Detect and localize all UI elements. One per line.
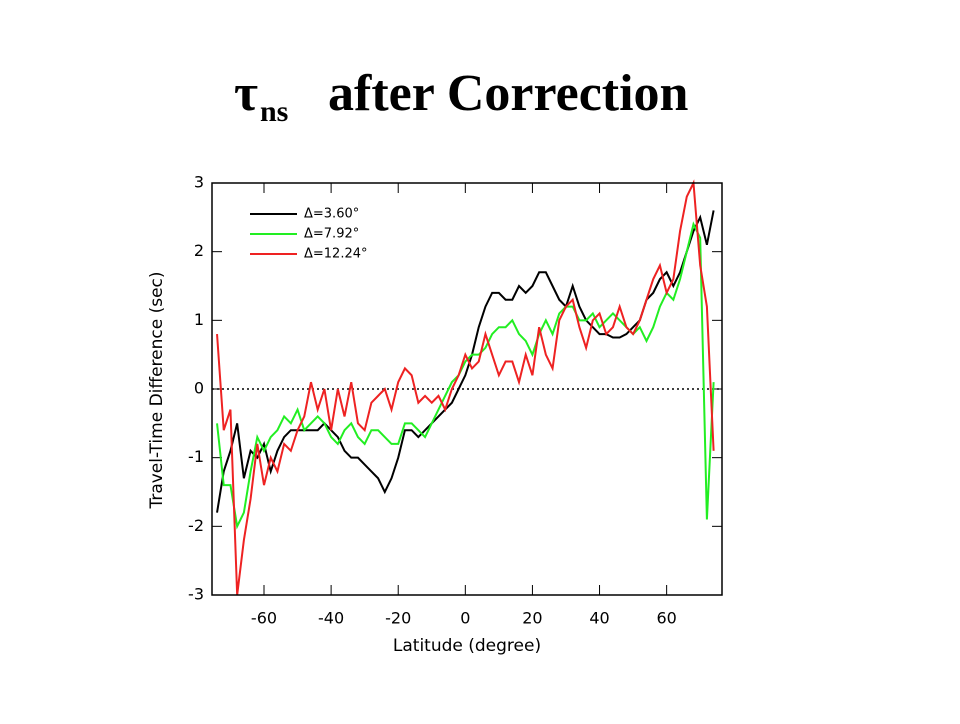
y-tick-label: -3 [188, 585, 204, 604]
y-tick-label: -2 [188, 516, 204, 535]
legend-label: Δ=7.92° [304, 227, 359, 242]
chart-title: after Correction [328, 65, 689, 122]
y-tick-label: 0 [194, 379, 204, 398]
x-tick-label: 60 [656, 609, 676, 628]
data-line [216, 179, 715, 596]
x-tick-label: -40 [318, 609, 344, 628]
y-tick-label: 3 [194, 173, 204, 192]
data-line [216, 210, 715, 513]
x-tick-label: -20 [385, 609, 411, 628]
x-axis-label: Latitude (degree) [393, 636, 541, 656]
x-tick-label: -60 [251, 609, 277, 628]
y-axis-label: Travel-Time Difference (sec) [147, 271, 167, 509]
plot-frame [211, 182, 723, 596]
legend-label: Δ=3.60° [304, 207, 359, 222]
x-tick-label: 20 [522, 609, 542, 628]
y-tick-label: -1 [188, 447, 204, 466]
legend-label: Δ=12.24° [304, 247, 368, 262]
y-tick-label: 2 [194, 241, 204, 260]
x-tick-label: 40 [589, 609, 609, 628]
y-tick-label: 1 [194, 310, 204, 329]
title-symbol: τ [234, 65, 258, 122]
title-subscript: ns [260, 95, 288, 128]
x-tick-label: 0 [460, 609, 470, 628]
